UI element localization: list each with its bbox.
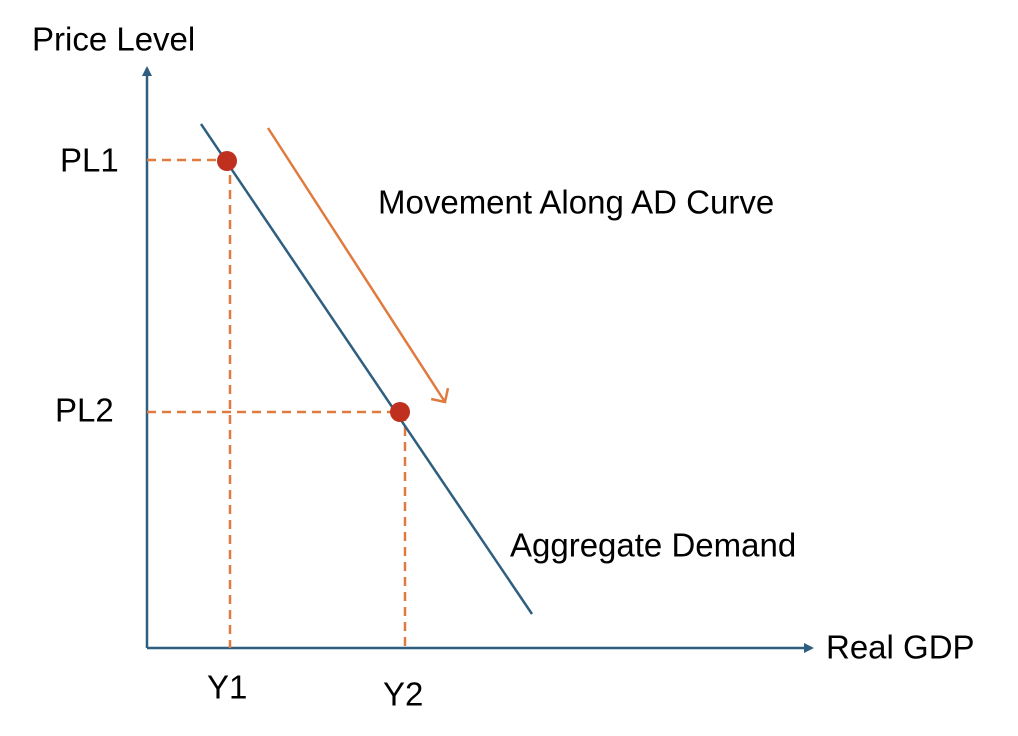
ad-curve: [199, 123, 534, 615]
point: [390, 402, 410, 422]
annotation: Movement Along AD Curve: [378, 184, 774, 221]
point: [217, 151, 237, 171]
output-label: Y1: [207, 669, 247, 706]
output-label: Y2: [383, 676, 423, 713]
y-axis-label: Price Level: [32, 21, 195, 58]
price-level-label: PL2: [55, 392, 114, 429]
x-axis-label: Real GDP: [826, 629, 975, 666]
curve-label: Aggregate Demand: [510, 527, 796, 564]
price-level-label: PL1: [60, 142, 119, 179]
movement-arrow: [266, 127, 450, 404]
